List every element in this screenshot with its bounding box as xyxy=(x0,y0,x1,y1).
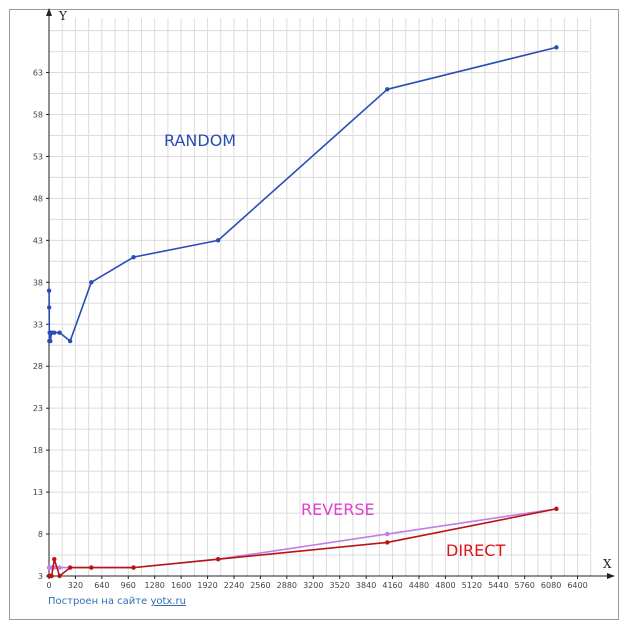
data-point-direct xyxy=(385,540,390,545)
y-tick-label: 48 xyxy=(33,194,43,203)
x-tick-label: 0 xyxy=(46,581,51,590)
data-point-reverse xyxy=(57,565,62,570)
data-point-reverse xyxy=(385,531,390,537)
data-point-direct xyxy=(57,573,62,579)
y-tick-label: 3 xyxy=(38,572,43,581)
credit-line: Построен на сайте yotx.ru xyxy=(48,596,186,607)
data-point-random xyxy=(48,338,53,344)
series-label-random: RANDOM xyxy=(164,131,236,150)
data-point-random xyxy=(89,280,94,285)
y-tick-label: 53 xyxy=(33,152,43,161)
series-line-random xyxy=(48,46,557,342)
data-point-random xyxy=(52,330,57,335)
x-tick-label: 1280 xyxy=(145,581,165,590)
x-tick-label: 320 xyxy=(68,581,83,590)
x-tick-label: 4480 xyxy=(409,581,429,590)
data-point-direct xyxy=(215,557,221,562)
x-axis-arrow-icon xyxy=(607,573,615,579)
data-point-direct xyxy=(554,506,559,512)
data-point-direct xyxy=(67,565,73,570)
y-tick-label: 28 xyxy=(33,362,43,371)
y-tick-label: 8 xyxy=(38,530,43,539)
y-tick-label: 63 xyxy=(33,69,43,78)
y-tick-label: 23 xyxy=(33,404,43,413)
data-point-direct xyxy=(52,557,57,562)
x-tick-label: 2880 xyxy=(277,581,297,590)
data-point-random xyxy=(46,288,52,293)
series-labels: RANDOM REVERSE DIRECT xyxy=(164,131,505,560)
y-axis-label: Y xyxy=(58,9,68,23)
series-lines xyxy=(46,45,559,579)
x-axis-label: X xyxy=(603,557,612,571)
chart-frame xyxy=(9,9,619,620)
x-tick-label: 1600 xyxy=(171,581,191,590)
y-axis-arrow-icon xyxy=(46,8,52,16)
y-tick-label: 43 xyxy=(33,236,43,245)
x-tick-label: 3200 xyxy=(303,581,323,590)
x-tick-label: 6400 xyxy=(567,581,587,590)
y-tick-label: 18 xyxy=(33,446,43,455)
x-tick-label: 5760 xyxy=(514,581,534,590)
data-point-random xyxy=(46,305,52,310)
series-label-reverse: REVERSE xyxy=(301,500,375,519)
x-tick-label: 5120 xyxy=(462,581,482,590)
data-point-random xyxy=(215,238,221,243)
x-tick-label: 6080 xyxy=(541,581,561,590)
x-tick-label: 640 xyxy=(94,581,109,590)
x-tick-label: 4800 xyxy=(435,581,455,590)
data-point-direct xyxy=(49,573,54,579)
credit-text: Построен на сайте xyxy=(48,596,148,607)
y-tick-label: 58 xyxy=(33,110,43,119)
x-tick-label: 960 xyxy=(121,581,136,590)
series-label-direct: DIRECT xyxy=(446,541,505,560)
x-tick-label: 3520 xyxy=(330,581,350,590)
data-point-random xyxy=(57,330,62,335)
data-point-random xyxy=(131,254,136,260)
y-tick-label: 13 xyxy=(33,488,43,497)
x-tick-label: 5440 xyxy=(488,581,508,590)
data-point-direct xyxy=(131,565,136,570)
data-point-random xyxy=(554,45,559,50)
x-tick-label: 2560 xyxy=(250,581,270,590)
x-tick-label: 4160 xyxy=(382,581,402,590)
data-point-direct xyxy=(89,565,94,570)
data-point-random xyxy=(385,87,390,92)
x-tick-label: 1920 xyxy=(197,581,217,590)
x-tick-label: 3840 xyxy=(356,581,376,590)
y-tick-label: 33 xyxy=(33,320,43,329)
credit-link[interactable]: yotx.ru xyxy=(150,596,186,607)
data-point-random xyxy=(67,338,73,344)
tick-labels: 0 320 640 960 1280 1600 1920 2240 2560 2880 3200 35… xyxy=(33,69,588,590)
x-tick-label: 2240 xyxy=(224,581,244,590)
y-tick-label: 38 xyxy=(33,278,43,287)
grid xyxy=(49,18,592,576)
